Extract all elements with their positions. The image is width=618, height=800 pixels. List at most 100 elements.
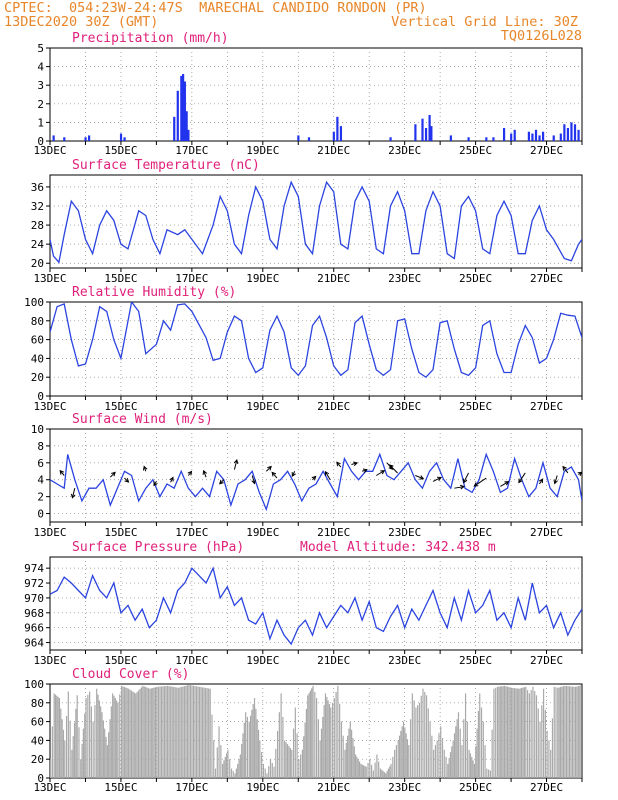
cloud-column: [311, 688, 313, 778]
cloud-column: [87, 694, 89, 778]
precip-bar: [336, 116, 339, 141]
cloud-column: [67, 691, 69, 778]
cloud-column: [440, 726, 442, 778]
cloud-column: [65, 715, 68, 778]
temp-frame: [49, 174, 583, 269]
cloud-column: [261, 752, 263, 778]
temp-ytick-label: 20: [31, 257, 44, 270]
cloud-column: [314, 691, 316, 778]
cloud-column: [235, 768, 237, 778]
cloud-column: [289, 747, 291, 778]
cloud-column: [128, 688, 130, 778]
cloud-column: [463, 719, 465, 778]
cloud-column: [73, 722, 76, 778]
cloud-column: [257, 729, 260, 778]
cloud-column: [319, 740, 321, 778]
precip-xtick-label: 25DEC: [459, 144, 492, 157]
cloud-column: [252, 703, 254, 778]
cloud-column: [112, 693, 114, 778]
cloud-column: [296, 733, 298, 778]
precip-xtick-label: 23DEC: [388, 144, 421, 157]
precip-bar: [176, 90, 179, 141]
precip-xtick-label: 13DEC: [33, 144, 66, 157]
cloud-column: [351, 729, 353, 778]
cloud-column: [576, 686, 578, 778]
wind-arrow: [432, 476, 442, 482]
cloud-column: [104, 728, 106, 778]
cloud-column: [520, 687, 523, 778]
cloud-column: [498, 686, 500, 778]
cloud-column: [570, 686, 572, 778]
cloud-column: [208, 688, 210, 778]
wind-arrow: [538, 478, 544, 485]
cloud-column: [78, 727, 80, 778]
cloud-column: [140, 687, 142, 778]
rh-xtick-label: 13DEC: [33, 400, 66, 413]
precip-panel: [46, 47, 583, 145]
cloud-column: [237, 763, 239, 778]
cloud-column: [328, 703, 331, 778]
cloud-column: [92, 721, 94, 778]
cloud-column: [537, 708, 539, 778]
wind-arrow: [324, 470, 331, 480]
cloud-column: [251, 709, 253, 778]
cloud-column: [243, 722, 245, 778]
cloud-column: [94, 705, 96, 778]
wind-ytick-label: 10: [31, 423, 44, 436]
precip-bar: [187, 129, 190, 141]
precip-bar: [88, 135, 91, 141]
cloud-column: [565, 686, 567, 778]
cloud-column: [525, 686, 527, 778]
cloud-column: [82, 728, 85, 778]
cloud-column: [130, 690, 133, 778]
cloud-column: [229, 759, 231, 778]
cloud-column: [230, 768, 233, 778]
cloud-column: [352, 738, 354, 778]
cloud-column: [411, 693, 413, 778]
precip-bar: [573, 124, 577, 141]
cloud-column: [546, 731, 548, 778]
cloud-column: [357, 759, 359, 778]
cloud-xtick-label: 15DEC: [104, 781, 137, 794]
cloud-column: [145, 687, 147, 778]
cloud-column: [370, 764, 373, 778]
cloud-column: [398, 735, 401, 778]
cloud-column: [495, 687, 497, 778]
pressure-ytick-label: 964: [24, 637, 44, 650]
cloud-column: [501, 686, 503, 778]
rh-xtick-label: 27DEC: [530, 400, 563, 413]
cloud-column: [356, 756, 358, 778]
cloud-column: [98, 700, 100, 778]
wind-arrow: [388, 464, 398, 474]
cloud-column: [301, 749, 304, 778]
cloud-column: [248, 721, 250, 778]
cloud-column: [232, 770, 234, 778]
wind-frame: [49, 428, 583, 523]
precip-bar: [531, 133, 534, 141]
cloud-column: [409, 719, 412, 778]
cloud-column: [223, 760, 225, 778]
cloud-column: [202, 687, 204, 778]
cloud-column: [282, 716, 284, 778]
cloud-column: [264, 768, 266, 778]
cloud-xtick-label: 23DEC: [388, 781, 421, 794]
cloud-column: [90, 706, 92, 778]
wind-ytick-label: 8: [37, 440, 44, 453]
cloud-column: [209, 688, 211, 778]
cloud-column: [173, 686, 175, 778]
cloud-column: [276, 731, 279, 778]
cloud-column: [382, 770, 384, 778]
cloud-column: [579, 685, 581, 778]
cloud-column: [558, 687, 560, 778]
cloud-column: [389, 766, 391, 778]
cloud-column: [344, 749, 346, 778]
cloud-column: [327, 700, 329, 778]
cloud-column: [420, 695, 422, 778]
pressure-xtick-label: 27DEC: [530, 654, 563, 667]
wind-xtick-label: 21DEC: [317, 526, 350, 539]
cloud-column: [422, 688, 424, 778]
grid-line-info: Vertical Grid Line: 30Z: [391, 14, 578, 30]
cloud-column: [216, 747, 218, 778]
cloud-column: [486, 768, 488, 778]
pressure-ytick-label: 972: [24, 577, 44, 590]
